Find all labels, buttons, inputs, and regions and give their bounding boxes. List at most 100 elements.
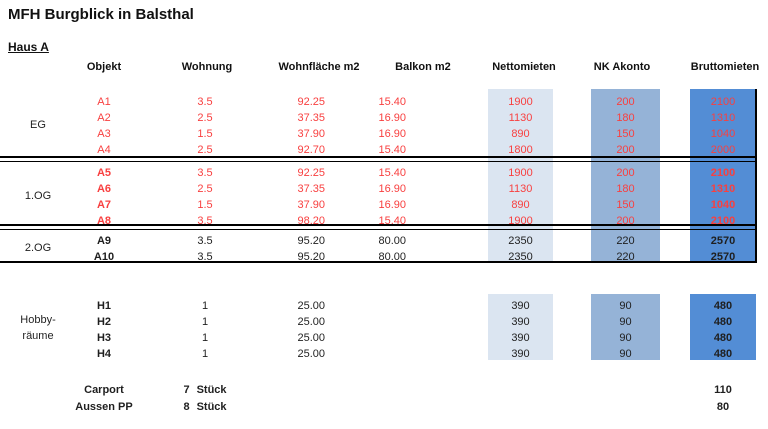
cell-nettomiete: 1130 (508, 112, 533, 124)
floor-label-hobby-line2: räume (22, 330, 54, 342)
cell-nk-akonto: 90 (619, 348, 632, 360)
cell-objekt: A1 (97, 96, 111, 108)
cell-balkon: 80.00 (378, 235, 406, 247)
table-row-h4: H4 1 25.00 390 90 480 (0, 348, 768, 362)
cell-stueck-unit: Stück (196, 384, 227, 396)
table-row-carport: Carport 7 Stück 110 (0, 384, 768, 398)
cell-wohnung: 2.5 (197, 112, 213, 124)
cell-wohnflaeche: 37.90 (297, 199, 325, 211)
table-row-a4: A4 2.5 92.70 15.40 1800 200 2000 (0, 144, 768, 158)
divider-1og-2og-lower (0, 228, 757, 230)
cell-nk-akonto: 220 (616, 251, 635, 263)
cell-objekt: A8 (96, 215, 112, 227)
cell-nettomiete: 2350 (508, 251, 533, 263)
cell-objekt: A3 (97, 128, 111, 140)
cell-wohnflaeche: 95.20 (297, 251, 325, 263)
floor-label-2og: 2.OG (24, 242, 52, 254)
table-row-a7: A7 1.5 37.90 16.90 890 150 1040 (0, 199, 768, 213)
cell-wohnung: 3.5 (197, 167, 213, 179)
cell-stueck: 8 Stück (170, 401, 240, 414)
cell-bruttomiete: 2100 (710, 167, 736, 179)
cell-wohnung: 1 (201, 332, 209, 344)
cell-wohnflaeche: 25.00 (297, 332, 325, 344)
cell-balkon: 16.90 (378, 128, 406, 140)
cell-bruttomiete: 2570 (710, 235, 736, 247)
table-row-h2: H2 1 25.00 390 90 480 (0, 316, 768, 330)
divider-1og-2og-upper (0, 224, 757, 226)
cell-wohnflaeche: 25.00 (297, 300, 325, 312)
table-row-a6: A6 2.5 37.35 16.90 1130 180 1310 (0, 183, 768, 197)
cell-nettomiete: 890 (511, 199, 530, 211)
cell-wohnflaeche: 25.00 (297, 348, 325, 360)
cell-objekt: Aussen PP (75, 401, 133, 413)
cell-wohnflaeche: 92.25 (297, 167, 325, 179)
netto-column-highlight-main (488, 89, 553, 261)
table-row-a3: A3 1.5 37.90 16.90 890 150 1040 (0, 128, 768, 142)
column-header-nettomieten: Nettomieten (492, 61, 556, 73)
cell-nk-akonto: 90 (619, 316, 632, 328)
cell-objekt: H2 (96, 316, 112, 328)
cell-bruttomiete: 2100 (710, 215, 736, 227)
cell-nettomiete: 390 (511, 348, 530, 360)
cell-bruttomiete: 480 (713, 316, 733, 328)
cell-bruttomiete: 1310 (710, 112, 736, 124)
netto-column-highlight-hobby (488, 294, 553, 360)
cell-balkon: 15.40 (378, 96, 406, 108)
cell-bruttomiete: 2000 (710, 144, 736, 156)
table-header-row: Objekt Wohnung Wohnfläche m2 Balkon m2 N… (0, 61, 768, 75)
cell-objekt: H4 (96, 348, 112, 360)
cell-nk-akonto: 200 (616, 167, 635, 179)
brutto-column-highlight-hobby (690, 294, 756, 360)
column-header-wohnflaeche: Wohnfläche m2 (278, 61, 360, 73)
cell-nk-akonto: 220 (616, 235, 635, 247)
cell-wohnflaeche: 37.35 (297, 112, 325, 124)
table-row-a9: A9 3.5 95.20 80.00 2350 220 2570 (0, 235, 768, 249)
column-header-bruttomieten: Bruttomieten (690, 61, 760, 73)
cell-bruttomiete: 1040 (710, 128, 736, 140)
cell-bruttomiete: 2570 (710, 251, 736, 263)
cell-wohnung: 1.5 (197, 199, 213, 211)
cell-nettomiete: 1900 (508, 215, 533, 227)
cell-nettomiete: 890 (511, 128, 530, 140)
brutto-column-highlight-main (690, 89, 756, 261)
cell-objekt: A2 (97, 112, 111, 124)
cell-bruttomiete: 110 (714, 384, 732, 396)
column-header-wohnung: Wohnung (181, 61, 233, 73)
divider-eg-1og-lower (0, 160, 757, 162)
cell-objekt: H3 (96, 332, 112, 344)
floor-label-hobby-line1: Hobby- (20, 314, 56, 326)
cell-nk-akonto: 150 (616, 199, 635, 211)
cell-stueck-unit: Stück (196, 401, 227, 413)
cell-wohnung: 3.5 (197, 96, 213, 108)
cell-nk-akonto: 180 (616, 112, 635, 124)
cell-wohnung: 1.5 (197, 128, 213, 140)
nk-column-highlight-hobby (591, 294, 660, 360)
floor-label-eg: EG (30, 119, 46, 131)
cell-nettomiete: 1800 (508, 144, 533, 156)
cell-objekt: A5 (96, 167, 112, 179)
cell-wohnung: 3.5 (197, 215, 213, 227)
cell-balkon: 16.90 (378, 112, 406, 124)
cell-nk-akonto: 180 (616, 183, 635, 195)
cell-wohnung: 1 (201, 300, 209, 312)
column-header-objekt: Objekt (86, 61, 122, 73)
cell-wohnflaeche: 37.90 (297, 128, 325, 140)
cell-stueck: 7 Stück (170, 384, 240, 397)
divider-eg-1og-upper (0, 156, 757, 158)
table-row-a2: A2 2.5 37.35 16.90 1130 180 1310 (0, 112, 768, 126)
cell-bruttomiete: 480 (713, 332, 733, 344)
cell-balkon: 80.00 (378, 251, 406, 263)
cell-nk-akonto: 150 (616, 128, 635, 140)
cell-nettomiete: 390 (511, 300, 530, 312)
cell-bruttomiete: 480 (713, 348, 733, 360)
cell-nettomiete: 1900 (508, 167, 533, 179)
cell-bruttomiete: 1310 (710, 183, 736, 195)
cell-wohnflaeche: 98.20 (297, 215, 325, 227)
cell-balkon: 15.40 (378, 144, 406, 156)
cell-wohnung: 3.5 (197, 251, 213, 263)
cell-wohnung: 2.5 (197, 183, 213, 195)
cell-stueck-count: 7 (183, 384, 190, 396)
cell-objekt: Carport (84, 384, 124, 396)
cell-nk-akonto: 200 (616, 96, 635, 108)
